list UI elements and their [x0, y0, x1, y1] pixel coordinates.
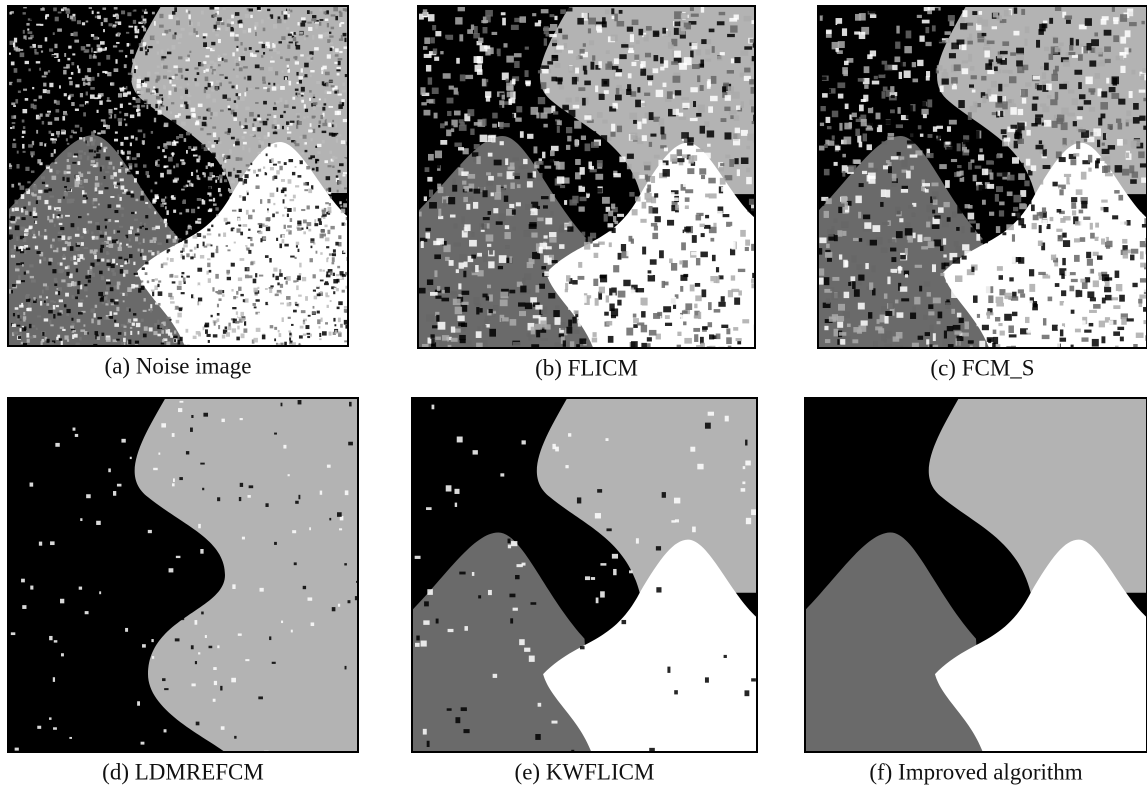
- figure: (a) Noise image (b) FLICM (c) FCM_S (d) LDM…: [0, 0, 1147, 794]
- caption: (b) FLICM: [535, 355, 638, 380]
- panel-image: [418, 6, 761, 355]
- caption: (c) FCM_S: [930, 355, 1034, 380]
- panel-image: [412, 398, 761, 755]
- caption: (f) Improved algorithm: [869, 759, 1082, 784]
- caption: (e) KWFLICM: [515, 759, 655, 784]
- caption: (d) LDMREFCM: [102, 759, 264, 784]
- panel-image: [8, 398, 361, 755]
- caption: (a) Noise image: [105, 353, 252, 378]
- panel-image: [8, 6, 352, 350]
- panel-image: [805, 398, 1147, 752]
- panel-image: [818, 6, 1147, 355]
